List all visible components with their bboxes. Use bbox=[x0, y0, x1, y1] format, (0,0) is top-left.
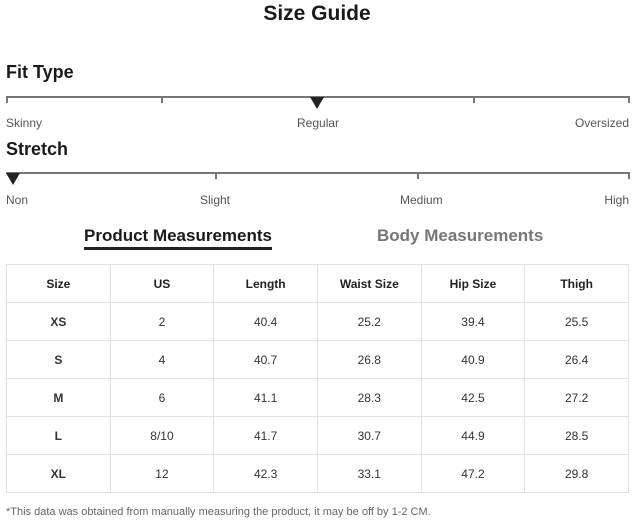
column-header: Length bbox=[213, 264, 318, 303]
table-cell: L bbox=[6, 416, 111, 455]
table-cell: 40.7 bbox=[213, 340, 318, 379]
table-cell: 25.2 bbox=[316, 302, 422, 341]
stretch-option: Medium bbox=[400, 193, 443, 207]
table-cell: 2 bbox=[109, 302, 215, 341]
table-cell: 26.4 bbox=[524, 340, 629, 379]
stretch-option: Non bbox=[6, 193, 29, 207]
scale-tick bbox=[161, 96, 163, 103]
page-title: Size Guide bbox=[263, 2, 371, 25]
fit-type-option: Regular bbox=[297, 116, 340, 130]
table-row: M 6 41.1 28.3 42.5 27.2 bbox=[6, 378, 629, 417]
table-row: S 4 40.7 26.8 40.9 26.4 bbox=[6, 340, 629, 379]
table-cell: 4 bbox=[109, 340, 215, 379]
column-header: US bbox=[109, 264, 215, 303]
table-cell: M bbox=[6, 378, 111, 417]
column-header: Size bbox=[6, 264, 111, 303]
table-cell: 40.4 bbox=[213, 302, 318, 341]
table-cell: 8/10 bbox=[109, 416, 215, 455]
table-cell: 47.2 bbox=[420, 454, 526, 493]
table-cell: 40.9 bbox=[420, 340, 526, 379]
column-header: Thigh bbox=[524, 264, 629, 303]
stretch-option: High bbox=[604, 193, 629, 207]
tab-body-measurements[interactable]: Body Measurements bbox=[377, 226, 544, 245]
table-cell: 6 bbox=[109, 378, 215, 417]
table-cell: 41.1 bbox=[213, 378, 318, 417]
scale-tick bbox=[215, 172, 217, 179]
table-cell: 28.5 bbox=[524, 416, 629, 455]
table-cell: 26.8 bbox=[316, 340, 422, 379]
scale-tick bbox=[473, 96, 475, 103]
scale-tick bbox=[628, 172, 630, 179]
fit-type-option: Oversized bbox=[574, 116, 629, 130]
scale-tick bbox=[6, 96, 8, 103]
table-cell: 41.7 bbox=[213, 416, 318, 455]
stretch-option: Slight bbox=[200, 193, 231, 207]
table-cell: 42.3 bbox=[213, 454, 318, 493]
table-cell: 44.9 bbox=[420, 416, 526, 455]
column-header: Waist Size bbox=[316, 264, 422, 303]
table-row: L 8/10 41.7 30.7 44.9 28.5 bbox=[6, 416, 629, 455]
table-row: XL 12 42.3 33.1 47.2 29.8 bbox=[6, 454, 629, 493]
column-header: Hip Size bbox=[420, 264, 526, 303]
table-cell: 42.5 bbox=[420, 378, 526, 417]
table-header-row: Size US Length Waist Size Hip Size Thigh bbox=[6, 264, 629, 303]
scale-tick bbox=[417, 172, 419, 179]
table-cell: 29.8 bbox=[524, 454, 629, 493]
stretch-heading: Stretch bbox=[6, 139, 69, 159]
table-row: XS 2 40.4 25.2 39.4 25.5 bbox=[6, 302, 629, 341]
tab-product-measurements[interactable]: Product Measurements bbox=[84, 226, 272, 250]
stretch-scale bbox=[6, 172, 629, 174]
table-cell: 33.1 bbox=[316, 454, 422, 493]
table-cell: XS bbox=[6, 302, 111, 341]
fit-type-marker-icon bbox=[310, 97, 324, 109]
table-cell: 28.3 bbox=[316, 378, 422, 417]
table-cell: 25.5 bbox=[524, 302, 629, 341]
table-cell: S bbox=[6, 340, 111, 379]
table-cell: 12 bbox=[109, 454, 215, 493]
table-cell: 27.2 bbox=[524, 378, 629, 417]
table-cell: 39.4 bbox=[420, 302, 526, 341]
size-table: Size US Length Waist Size Hip Size Thigh XS 2 4… bbox=[6, 264, 629, 493]
table-cell: XL bbox=[6, 454, 111, 493]
fit-type-option: Skinny bbox=[6, 116, 43, 130]
table-cell: 30.7 bbox=[316, 416, 422, 455]
footnote: *This data was obtained from manually me… bbox=[6, 506, 431, 518]
stretch-marker-icon bbox=[6, 173, 20, 185]
scale-tick bbox=[628, 96, 630, 103]
fit-type-heading: Fit Type bbox=[6, 62, 74, 82]
